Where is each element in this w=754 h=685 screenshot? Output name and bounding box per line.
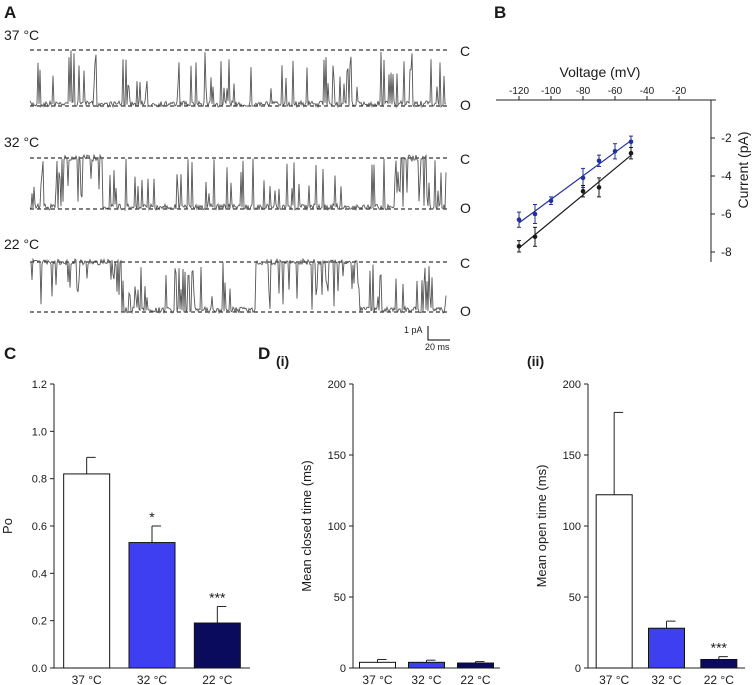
y-tick-label: -2: [721, 131, 732, 145]
bar: [648, 627, 685, 669]
data-point: [548, 198, 554, 203]
bar: [457, 662, 494, 669]
scale-bar: [427, 326, 450, 341]
x-tick-label: 37 °C: [72, 673, 102, 685]
x-tick-label: 22 °C: [202, 673, 232, 685]
y-tick-label: 150: [563, 450, 581, 462]
significance-label: ***: [711, 640, 728, 656]
y-tick-label: 150: [328, 450, 346, 462]
trace-32-closed-label: C: [460, 151, 470, 167]
bar: [128, 542, 176, 669]
y-axis-title: Mean open time (ms): [534, 465, 549, 588]
trace-temp-22: 22 °C: [4, 236, 39, 252]
trace-22: [29, 257, 447, 315]
panel-label-di: (i): [276, 353, 289, 369]
scale-current-label: 1 pA: [404, 325, 423, 335]
bar: [63, 473, 111, 669]
bar: [408, 661, 445, 669]
significance-label: *: [149, 509, 155, 525]
data-point: [596, 185, 602, 190]
trace-22-closed-label: C: [460, 255, 470, 271]
trace-32: [29, 153, 447, 212]
y-tick-label: 1.2: [32, 379, 47, 391]
y-tick-label: 0.6: [32, 521, 47, 533]
y-tick-label: -4: [721, 169, 732, 183]
data-point: [532, 234, 538, 240]
significance-label: ***: [209, 589, 226, 605]
y-axis-title: Po: [0, 518, 15, 534]
x-tick-label: 32 °C: [137, 673, 167, 685]
trace-temp-37: 37 °C: [4, 27, 39, 43]
bar: [700, 658, 738, 669]
y-axis-title: Mean closed time (ms): [299, 460, 314, 591]
y-tick-label: 100: [563, 521, 581, 533]
data-point: [596, 158, 602, 164]
y-tick-label: 0: [575, 663, 581, 675]
y-tick-label: 0.8: [32, 474, 47, 486]
iv-chart: Voltage (mV) -120 -100 -80 -60 -40 -20 -2 -4 -6 -8…: [496, 64, 751, 262]
y-tick-label: 50: [569, 592, 581, 604]
panel-label-dii: (ii): [527, 353, 544, 369]
panel-label-a: A: [4, 3, 16, 22]
data-point: [516, 217, 522, 222]
fit-line-1: [518, 154, 632, 249]
trace-37: [29, 50, 447, 109]
y-axis-title: Current (pA): [735, 131, 751, 208]
y-tick-label: 200: [328, 379, 346, 391]
x-tick-label: 32 °C: [651, 673, 681, 685]
y-tick-label: 50: [334, 592, 346, 604]
x-tick-label: -120: [509, 86, 529, 97]
y-tick-label: 1.0: [32, 426, 47, 438]
x-tick-label: -100: [541, 86, 561, 97]
x-tick-label: 32 °C: [411, 673, 441, 685]
panel-label-c: C: [4, 344, 16, 363]
data-point: [580, 188, 586, 194]
y-tick-label: -8: [721, 245, 732, 259]
trace-37-open-label: O: [460, 97, 471, 113]
x-tick-label: -80: [576, 86, 591, 97]
panel-label-b: B: [494, 3, 506, 22]
trace-32-open-label: O: [460, 200, 471, 216]
x-tick-label: 22 °C: [460, 673, 490, 685]
bar: [193, 622, 241, 669]
data-point: [628, 139, 634, 145]
y-tick-label: 0.4: [32, 568, 47, 580]
closed-time-bar-chart: 0 50 100 150 200 Mean closed time (ms) 37 °C 32…: [299, 379, 500, 685]
y-tick-label: -6: [721, 207, 732, 221]
scale-time-label: 20 ms: [425, 342, 450, 352]
y-tick-label: 0: [340, 663, 346, 675]
data-point: [580, 175, 586, 181]
x-tick-label: -40: [640, 86, 655, 97]
bar: [359, 661, 396, 669]
x-tick-label: 37 °C: [362, 673, 392, 685]
y-tick-label: 200: [563, 379, 581, 391]
po-bar-chart: 0.0 0.2 0.4 0.6 0.8 1.0 1.2 Po 37 °C 32 °C * 22 °C *…: [0, 379, 250, 685]
y-tick-label: 100: [328, 521, 346, 533]
data-point: [532, 211, 538, 217]
x-tick-label: 37 °C: [599, 673, 629, 685]
trace-37-closed-label: C: [460, 43, 470, 59]
x-axis-title: Voltage (mV): [560, 64, 641, 80]
trace-22-open-label: O: [460, 303, 471, 319]
x-tick-label: -20: [672, 86, 687, 97]
trace-temp-32: 32 °C: [4, 134, 39, 150]
x-tick-label: 22 °C: [704, 673, 734, 685]
open-time-bar-chart: 0 50 100 150 200 Mean open time (ms) 37 °C 32 °…: [534, 379, 745, 685]
data-point: [516, 244, 522, 249]
panel-label-d: D: [258, 344, 270, 363]
y-tick-label: 0.0: [32, 663, 47, 675]
y-tick-label: 0.2: [32, 616, 47, 628]
x-tick-label: -60: [608, 86, 623, 97]
fit-line-0: [518, 140, 632, 224]
data-point: [628, 150, 634, 156]
data-point: [612, 149, 618, 154]
bar: [595, 494, 633, 669]
